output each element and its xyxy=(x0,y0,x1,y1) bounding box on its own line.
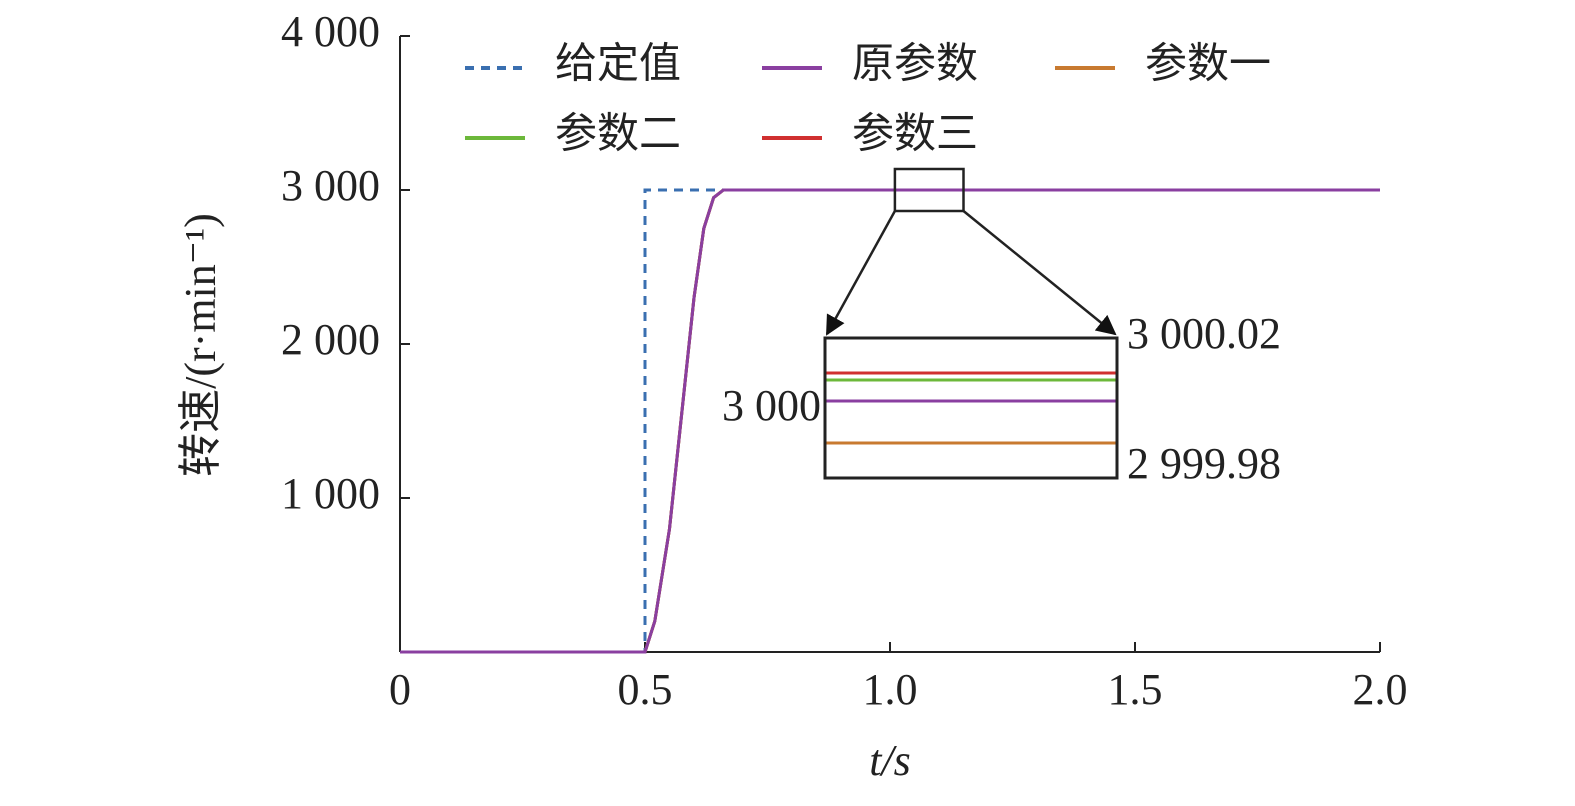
legend-label: 给定值 xyxy=(555,41,681,88)
inset-frame xyxy=(823,336,1119,480)
zoom-arrow xyxy=(962,210,1117,336)
line-series xyxy=(400,188,1380,654)
y-axis-label: 转速/(r·min⁻¹) xyxy=(176,213,225,477)
zoom-box xyxy=(893,167,965,213)
line-series xyxy=(400,188,1380,654)
inset-tick-label: 3 000.02 xyxy=(1127,309,1281,358)
line-series xyxy=(400,188,1380,654)
zoom-arrow xyxy=(825,210,896,336)
legend-label: 原参数 xyxy=(852,41,978,88)
x-tick-label: 1.5 xyxy=(1108,665,1163,714)
legend-label: 参数二 xyxy=(555,111,681,158)
x-tick-label: 1.0 xyxy=(863,665,918,714)
inset-tick-label: 2 999.98 xyxy=(1127,439,1281,488)
line-series xyxy=(400,188,1380,654)
y-tick-label: 1 000 xyxy=(281,469,380,518)
x-axis-label: t/s xyxy=(869,736,911,785)
inset-tick-label: 3 000 xyxy=(722,381,821,430)
y-tick-label: 4 000 xyxy=(281,7,380,56)
y-tick-label: 2 000 xyxy=(281,315,380,364)
x-tick-label: 0.5 xyxy=(618,665,673,714)
legend-label: 参数一 xyxy=(1145,41,1271,88)
y-tick-label: 3 000 xyxy=(281,161,380,210)
line-series xyxy=(400,188,1380,654)
legend-label: 参数三 xyxy=(852,111,978,158)
x-tick-label: 2.0 xyxy=(1353,665,1408,714)
x-tick-label: 0 xyxy=(389,665,411,714)
